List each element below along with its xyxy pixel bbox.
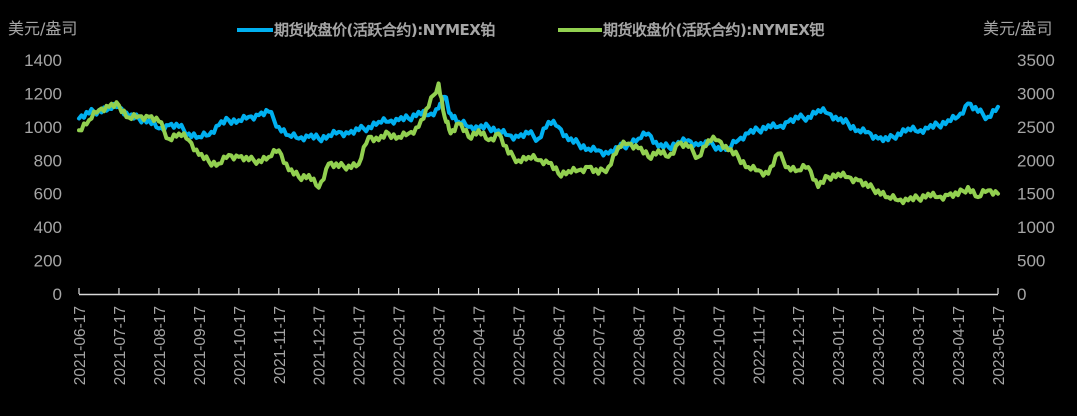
left-y-tick-label: 0 [53,285,62,304]
legend: 期货收盘价(活跃合约):NYMEX铂 期货收盘价(活跃合约):NYMEX钯 [237,21,825,39]
x-tick-label: 2022-01-17 [352,306,369,385]
x-tick-label: 2023-02-17 [871,306,888,385]
x-tick-label: 2022-06-17 [551,306,568,385]
x-tick-label: 2022-09-17 [671,306,688,385]
right-y-tick-label: 1000 [1017,218,1055,237]
right-y-tick-label: 2000 [1017,151,1055,170]
legend-item-palladium[interactable]: 期货收盘价(活跃合约):NYMEX钯 [558,21,825,39]
x-tick-label: 2023-05-17 [991,306,1008,385]
x-tick-label: 2021-11-17 [272,306,289,384]
x-axis: 2021-06-17 2021-07-17 2021-08-17 2021-09-17… [72,288,1008,385]
left-y-tick-label: 400 [34,218,62,237]
platinum-price-line [77,94,1000,158]
left-y-tick-label: 800 [34,151,62,170]
x-tick-label: 2023-03-17 [911,306,928,385]
left-axis-unit-label: 美元/盎司 [8,19,77,38]
right-y-tick-label: 500 [1017,252,1045,271]
x-tick-label: 2022-11-17 [751,306,768,384]
left-y-tick-label: 600 [34,185,62,204]
x-tick-label: 2022-12-17 [791,306,808,385]
right-axis-unit-label: 美元/盎司 [983,19,1052,38]
left-y-tick-label: 1000 [24,118,62,137]
right-y-tick-label: 2500 [1017,118,1055,137]
right-y-tick-label: 3000 [1017,84,1055,103]
palladium-price-line [77,81,1000,206]
left-y-axis: 0 200 400 600 800 1000 1200 1400 [24,51,62,304]
x-tick-label: 2022-08-17 [631,306,648,385]
x-tick-label: 2022-03-17 [432,306,449,385]
x-tick-label: 2023-01-17 [831,306,848,385]
x-tick-label: 2023-04-17 [951,306,968,385]
x-tick-label: 2022-05-17 [512,306,529,385]
right-y-tick-label: 3500 [1017,51,1055,70]
x-tick-label: 2022-10-17 [711,306,728,385]
x-tick-label: 2022-07-17 [591,306,608,385]
right-y-tick-label: 1500 [1017,185,1055,204]
right-y-axis: 0 500 1000 1500 2000 2500 3000 3500 [1017,51,1055,304]
x-tick-label: 2021-10-17 [232,306,249,385]
x-tick-label: 2022-02-17 [392,306,409,385]
legend-label-platinum: 期货收盘价(活跃合约):NYMEX铂 [274,21,495,39]
x-tick-label: 2021-12-17 [312,306,329,385]
legend-item-platinum[interactable]: 期货收盘价(活跃合约):NYMEX铂 [237,21,496,39]
left-y-tick-label: 200 [34,252,62,271]
x-tick-label: 2021-07-17 [112,306,129,385]
x-tick-label: 2021-08-17 [152,306,169,385]
x-tick-label: 2022-04-17 [472,306,489,385]
left-y-tick-label: 1200 [24,84,62,103]
x-tick-label: 2021-09-17 [192,306,209,385]
series-layer [77,81,1000,206]
right-y-tick-label: 0 [1017,285,1026,304]
left-y-tick-label: 1400 [24,51,62,70]
x-tick-label: 2021-06-17 [72,306,89,385]
legend-label-palladium: 期货收盘价(活跃合约):NYMEX钯 [603,21,824,39]
